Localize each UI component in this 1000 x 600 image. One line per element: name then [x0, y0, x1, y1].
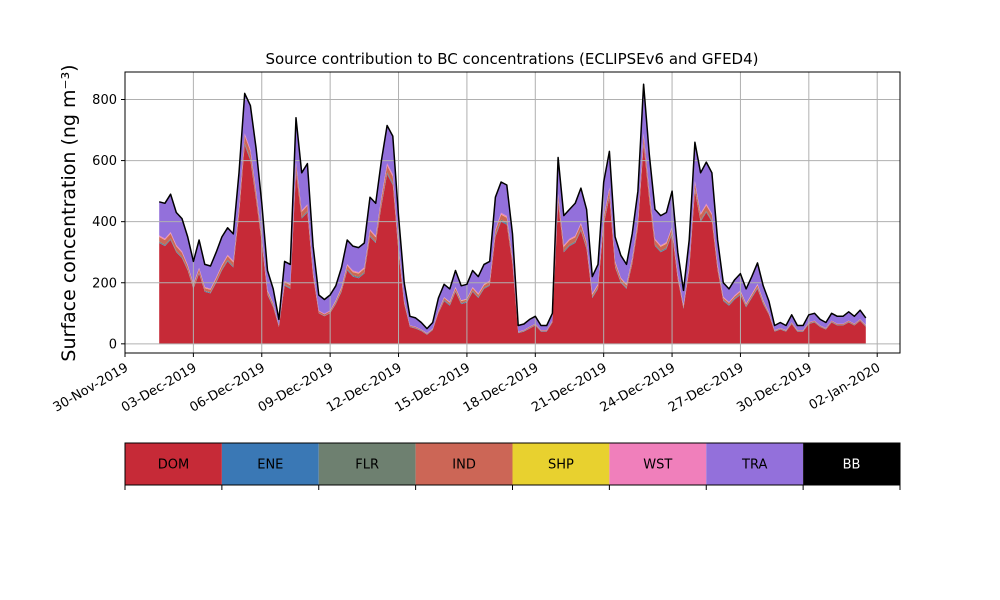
plot-frame: [124, 71, 901, 354]
total-line-layer: [159, 83, 867, 330]
legend-swatch-bb: [803, 443, 900, 485]
y-tick-label: 800: [92, 93, 117, 108]
legend-swatch-ind: [415, 443, 513, 485]
legend-swatch-wst: [609, 443, 707, 485]
chart-title: Source contribution to BC concentrations…: [265, 50, 758, 68]
grid-layer: [124, 72, 900, 353]
legend-label-tra: TRA: [741, 458, 767, 473]
legend-label-bb: BB: [843, 458, 861, 473]
y-tick-label: 0: [109, 337, 117, 352]
total-line: [159, 83, 867, 330]
legend-label-ene: ENE: [257, 458, 283, 473]
y-axis-label: Surface concentration (ng m⁻³): [58, 64, 80, 361]
legend-label-ind: IND: [452, 458, 476, 473]
legend-label-shp: SHP: [548, 458, 574, 473]
y-tick-label: 200: [92, 276, 117, 291]
plot-areas: [159, 84, 866, 344]
legend-swatch-flr: [318, 443, 416, 485]
legend-label-wst: WST: [643, 458, 672, 473]
y-tick-label: 400: [92, 215, 117, 230]
area-series-dom: [159, 145, 866, 344]
legend-swatch-dom: [125, 443, 222, 485]
y-tick-label: 600: [92, 154, 117, 169]
legend-label-flr: FLR: [355, 458, 379, 473]
legend-swatch-shp: [512, 443, 610, 485]
y-axis: 0 200 400 600 800: [92, 93, 125, 352]
legend-swatch-ene: [221, 443, 319, 485]
legend-label-dom: DOM: [158, 458, 189, 473]
legend-swatch-tra: [706, 443, 804, 485]
legend: DOM ENE FLR IND SHP WST TRA BB: [124, 442, 901, 490]
